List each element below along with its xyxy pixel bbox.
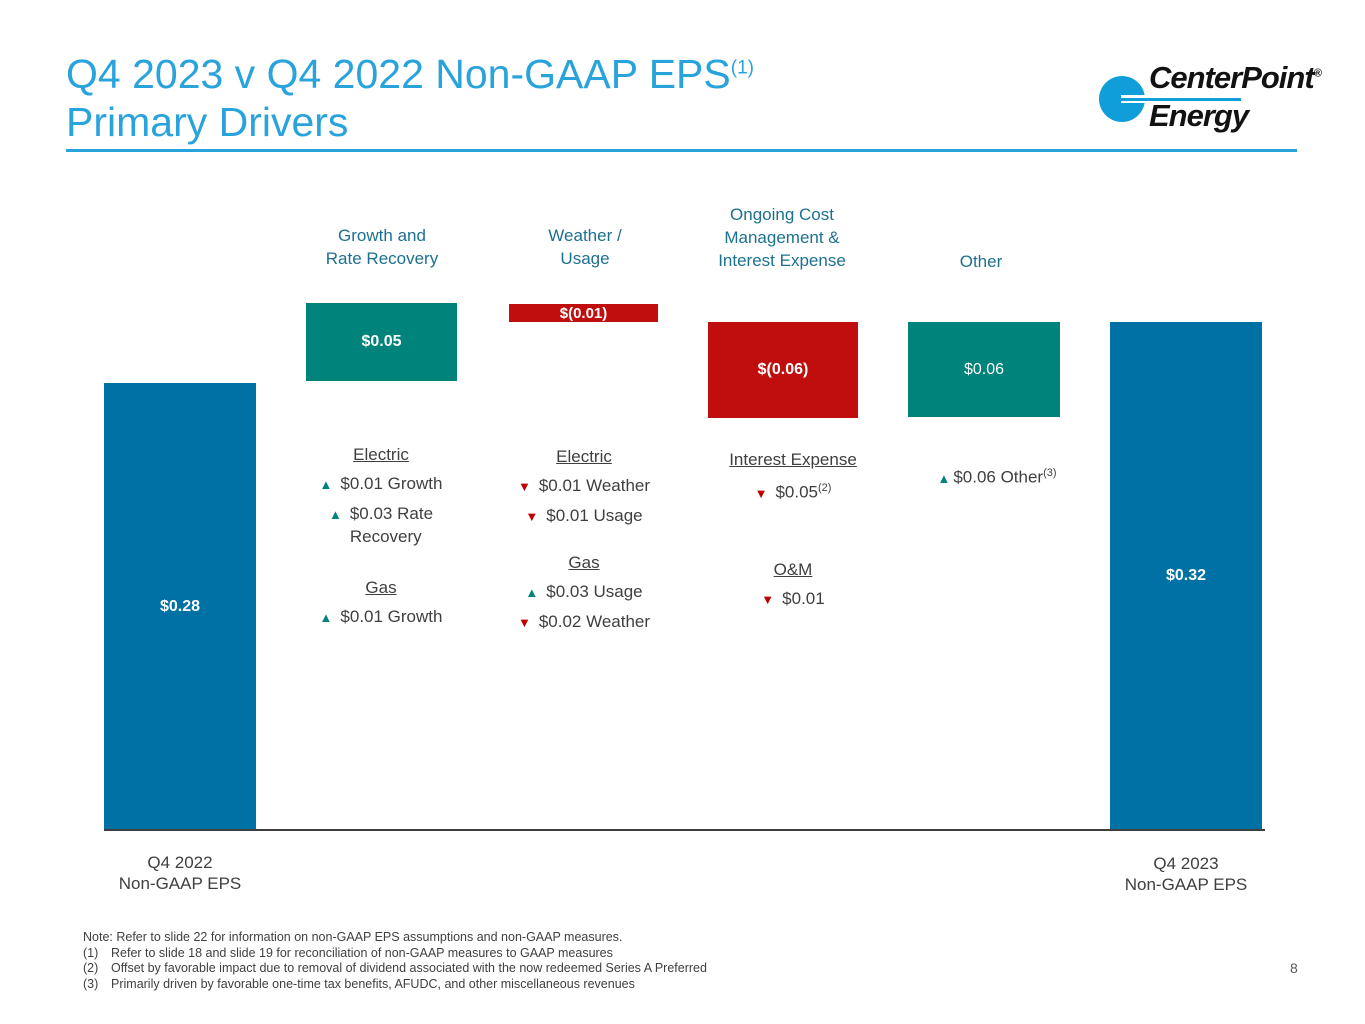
logo-line <box>1121 98 1241 101</box>
bar-q4-2022-total: $0.28 <box>104 383 256 830</box>
annotation-heading-gas: Gas <box>365 578 397 597</box>
logo-word1-text: CenterPoint <box>1149 60 1315 95</box>
bar-growth-rate-recovery: $0.05 <box>306 303 457 381</box>
annotation-item: ▲ $0.01 Growth <box>291 605 471 628</box>
up-triangle-icon: ▲ <box>319 610 333 625</box>
annotation-text: $0.01 Growth <box>340 474 443 493</box>
down-triangle-icon: ▼ <box>525 509 539 524</box>
footnote-ref: (2) <box>817 482 832 494</box>
bar-label: $0.28 <box>159 597 201 615</box>
annotation-item: ▼ $0.02 Weather <box>494 610 674 633</box>
annotation-item: ▼ $0.01 <box>688 587 898 610</box>
annotation-heading-electric: Electric <box>556 447 612 466</box>
title-text: Q4 2023 v Q4 2022 Non-GAAP EPS <box>66 51 731 97</box>
logo-word-energy: Energy <box>1149 98 1249 133</box>
footnote-1: (1) Refer to slide 18 and slide 19 for r… <box>83 946 1003 962</box>
annotation-item: ▼ $0.01 Usage <box>494 504 674 527</box>
column-header-growth-rate-recovery: Growth and Rate Recovery <box>325 226 439 268</box>
up-triangle-icon: ▲ <box>525 585 539 600</box>
bar-weather-usage: $(0.01) <box>509 304 658 322</box>
annotation-heading-interest-expense: Interest Expense <box>729 450 857 469</box>
title-divider <box>66 149 1297 152</box>
annotation-text: $0.01 Usage <box>546 506 643 525</box>
footnote-text: Primarily driven by favorable one-time t… <box>111 976 635 991</box>
annotation-item: ▲ $0.03 Usage <box>494 580 674 603</box>
x-axis-baseline <box>104 829 1265 831</box>
registered-mark: ® <box>1313 67 1322 80</box>
up-triangle-icon: ▲ <box>328 507 342 522</box>
footnotes: Note: Refer to slide 22 for information … <box>83 930 1003 992</box>
footnote-text: Note: Refer to slide 22 for information … <box>83 930 623 944</box>
column-header-cost-management: Ongoing Cost Management & Interest Expen… <box>718 205 846 270</box>
down-triangle-icon: ▼ <box>761 591 775 607</box>
annotation-heading-gas: Gas <box>568 553 600 572</box>
bar-label: $(0.06) <box>757 361 809 378</box>
annotation-text: $0.01 Weather <box>538 476 651 495</box>
annotation-text: $0.06 Other(3) <box>953 462 1056 489</box>
bar-q4-2023-total: $0.32 <box>1110 322 1262 830</box>
title-line-2: Primary Drivers <box>66 99 349 145</box>
annotation-item: ▼ $0.05(2) <box>688 477 898 504</box>
annotation-item: ▲ $0.06 Other(3) <box>907 462 1087 489</box>
annotation-heading-om: O&M <box>773 559 813 579</box>
bar-cost-management: $(0.06) <box>708 322 858 418</box>
footnote-text: Refer to slide 18 and slide 19 for recon… <box>111 945 613 960</box>
annotation-text: $0.03 Usage <box>546 582 643 601</box>
footnote-number: (1) <box>83 945 99 960</box>
annotation-item: ▼ $0.01 Weather <box>494 474 674 497</box>
annotation-text: $0.05(2) <box>775 477 831 504</box>
down-triangle-icon: ▼ <box>517 479 531 494</box>
column-header-weather-usage: Weather / Usage <box>548 226 622 268</box>
logo-word-centerpoint: CenterPoint® <box>1149 60 1322 96</box>
annotation-heading-electric: Electric <box>353 445 409 464</box>
bar-label: $0.32 <box>1165 567 1207 584</box>
page-title: Q4 2023 v Q4 2022 Non-GAAP EPS(1) Primar… <box>66 50 754 146</box>
annotation-amount: $0.06 Other <box>953 467 1044 487</box>
axis-label-q4-2023: Q4 2023 Non-GAAP EPS <box>1124 854 1248 894</box>
bar-other: $0.06 <box>908 322 1060 417</box>
column-header-other: Other <box>959 252 1003 271</box>
annotation-text: $0.01 <box>782 588 825 608</box>
annotation-item: ▲ $0.03 Rate Recovery <box>291 502 471 548</box>
footnote-note: Note: Refer to slide 22 for information … <box>83 930 1003 946</box>
up-triangle-icon: ▲ <box>319 477 333 492</box>
annotation-group-growth: Electric ▲ $0.01 Growth ▲ $0.03 Rate Rec… <box>291 445 471 635</box>
bar-label: $0.06 <box>963 360 1005 378</box>
annotation-group-weather: Electric ▼ $0.01 Weather ▼ $0.01 Usage G… <box>494 447 674 640</box>
down-triangle-icon: ▼ <box>754 485 768 501</box>
annotation-item: ▲ $0.01 Growth <box>291 472 471 495</box>
footnote-number: (3) <box>83 976 99 991</box>
footnote-ref: (3) <box>1043 467 1057 479</box>
centerpoint-energy-logo: CenterPoint® Energy <box>1097 58 1322 144</box>
annotation-text: $0.03 Rate Recovery <box>349 504 434 546</box>
down-triangle-icon: ▼ <box>517 615 531 630</box>
title-footnote-ref: (1) <box>730 57 754 79</box>
bar-label: $0.05 <box>361 333 402 350</box>
axis-label-q4-2022: Q4 2022 Non-GAAP EPS <box>118 853 242 893</box>
footnote-number: (2) <box>83 961 99 976</box>
annotation-group-cost: Interest Expense ▼ $0.05(2) O&M ▼ $0.01 <box>688 450 898 617</box>
annotation-text: $0.01 Growth <box>340 607 443 626</box>
annotation-text: $0.02 Weather <box>538 612 651 631</box>
annotation-amount: $0.05 <box>775 482 818 502</box>
title-line-1: Q4 2023 v Q4 2022 Non-GAAP EPS(1) <box>66 50 754 98</box>
bar-label: $(0.01) <box>559 304 608 322</box>
footnote-text: Offset by favorable impact due to remova… <box>111 961 707 976</box>
footnote-2: (2) Offset by favorable impact due to re… <box>83 961 1003 977</box>
annotation-group-other: ▲ $0.06 Other(3) <box>907 455 1087 496</box>
up-triangle-icon: ▲ <box>937 470 951 486</box>
page-number: 8 <box>1290 960 1298 976</box>
footnote-3: (3) Primarily driven by favorable one-ti… <box>83 977 1003 993</box>
